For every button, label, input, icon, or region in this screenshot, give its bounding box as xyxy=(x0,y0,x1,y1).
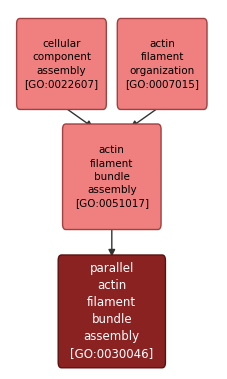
Text: actin
filament
bundle
assembly
[GO:0051017]: actin filament bundle assembly [GO:00510… xyxy=(74,146,148,208)
FancyBboxPatch shape xyxy=(117,19,206,110)
FancyBboxPatch shape xyxy=(17,19,106,110)
Text: actin
filament
organization
[GO:0007015]: actin filament organization [GO:0007015] xyxy=(125,39,198,89)
Text: parallel
actin
filament
bundle
assembly
[GO:0030046]: parallel actin filament bundle assembly … xyxy=(70,262,153,360)
FancyBboxPatch shape xyxy=(62,124,160,230)
FancyBboxPatch shape xyxy=(58,255,165,368)
Text: cellular
component
assembly
[GO:0022607]: cellular component assembly [GO:0022607] xyxy=(24,39,98,89)
